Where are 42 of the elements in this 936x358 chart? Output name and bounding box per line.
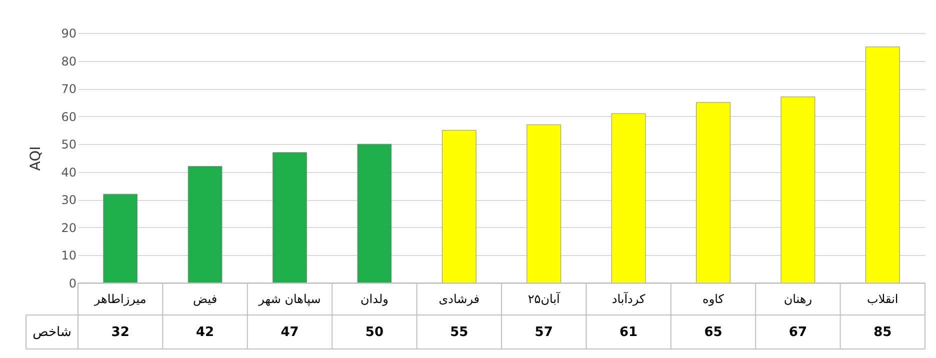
bar: [357, 144, 392, 284]
data-label: 47: [280, 325, 299, 340]
data-label: 65: [704, 325, 722, 340]
y-tick-label: 50: [61, 138, 76, 152]
x-tick-label: انقلاب: [867, 292, 898, 306]
bar: [696, 102, 730, 284]
y-tick-label: 40: [61, 165, 76, 180]
x-tick-label: کردآباد: [612, 291, 646, 306]
data-label: 32: [111, 325, 130, 340]
data-label: 85: [874, 325, 892, 340]
x-tick-label: ۲۵آبان: [528, 291, 561, 306]
data-label: 42: [196, 325, 214, 340]
y-tick-label: 0: [68, 276, 76, 290]
bar: [526, 124, 562, 284]
y-tick-label: 90: [61, 26, 76, 40]
x-tick-label: کاوه: [702, 292, 724, 306]
data-label: 57: [534, 325, 553, 340]
x-tick-label: فرشادی: [438, 292, 480, 306]
x-tick-label: رهنان: [784, 292, 812, 306]
y-tick-label: 10: [61, 248, 76, 263]
x-tick-label: سپاهان شهر: [258, 292, 321, 306]
bar: [442, 130, 476, 284]
x-tick-label: فیض: [193, 292, 218, 306]
y-tick-label: 30: [61, 193, 76, 208]
y-tick-label: 80: [61, 54, 76, 68]
x-tick-label: میرزاطاهر: [93, 292, 146, 306]
bar: [188, 166, 222, 284]
bar: [272, 152, 307, 284]
bar: [103, 194, 138, 284]
x-tick-label: ولدان: [360, 292, 388, 306]
y-axis-title: AQI: [28, 146, 44, 171]
data-label: 61: [620, 325, 638, 340]
y-tick-label: 70: [61, 82, 76, 96]
data-label: 55: [450, 325, 468, 340]
data-label: 67: [788, 325, 807, 340]
bar: [780, 96, 816, 284]
bar: [865, 46, 900, 284]
bar: [611, 113, 646, 284]
data-label: 50: [365, 325, 384, 340]
text: شاخص: [32, 325, 72, 340]
y-tick-label: 20: [61, 220, 76, 235]
y-tick-label: 60: [61, 110, 76, 124]
